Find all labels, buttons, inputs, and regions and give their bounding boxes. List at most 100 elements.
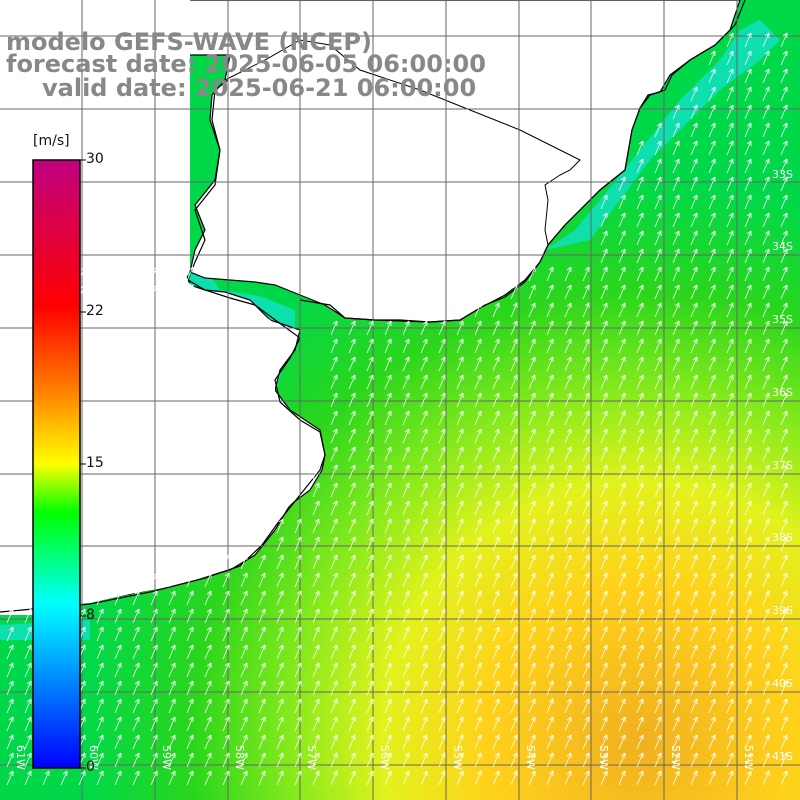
wind-arrow [726, 464, 734, 480]
wind-arrow [132, 734, 140, 750]
wind-arrow-head [620, 770, 626, 776]
wind-arrow [618, 500, 626, 516]
wind-arrow [150, 698, 158, 714]
wind-arrow-head [620, 734, 626, 740]
wind-arrow-head [26, 662, 32, 668]
wind-arrow [600, 752, 608, 768]
wind-arrow-head [332, 446, 338, 452]
wind-arrow-head [458, 554, 464, 560]
wind-arrow-head [782, 320, 788, 326]
wind-arrow [294, 644, 302, 660]
wind-arrow [744, 644, 752, 660]
wind-arrow-head [746, 410, 752, 416]
wind-arrow-head [386, 608, 392, 614]
wind-arrow-head [602, 266, 608, 272]
wind-arrow-head [116, 572, 122, 578]
wind-arrow-head [80, 608, 86, 614]
wind-arrow-head [746, 68, 752, 74]
wind-arrow [780, 500, 788, 516]
wind-arrow-head [674, 230, 680, 236]
wind-arrow-head [368, 500, 374, 506]
wind-arrow [330, 482, 338, 498]
wind-arrow [726, 662, 734, 678]
wind-arrow [492, 266, 500, 282]
wind-arrow [780, 158, 788, 174]
wind-arrow-head [584, 518, 590, 524]
wind-arrow-head [566, 428, 572, 434]
wind-arrow [312, 716, 320, 732]
wind-arrow-head [638, 716, 644, 722]
wind-arrow-head [458, 752, 464, 758]
wind-arrow-head [710, 446, 716, 452]
wind-arrow-head [584, 536, 590, 542]
wind-arrow [420, 338, 428, 354]
wind-arrow [6, 734, 14, 750]
wind-arrow [474, 680, 482, 696]
wind-arrow [762, 122, 770, 138]
wind-arrow [456, 392, 464, 408]
wind-arrow-head [494, 680, 500, 686]
wind-arrow [708, 50, 716, 66]
wind-arrow-head [728, 248, 734, 254]
wind-arrow [96, 662, 104, 678]
wind-arrow-head [278, 626, 284, 632]
wind-arrow [456, 374, 464, 390]
wind-arrow [618, 536, 626, 552]
wind-arrow [780, 284, 788, 300]
wind-arrow-head [584, 590, 590, 596]
wind-arrow [762, 608, 770, 624]
wind-arrow-head [710, 356, 716, 362]
wind-arrow-head [206, 752, 212, 758]
wind-arrow-head [422, 680, 428, 686]
wind-arrow-head [134, 608, 140, 614]
wind-arrow [24, 698, 32, 714]
wind-arrow-head [404, 356, 410, 362]
wind-arrow [726, 590, 734, 606]
wind-arrow-head [512, 518, 518, 524]
wind-arrow [186, 572, 194, 588]
wind-arrow [492, 734, 500, 750]
wind-arrow-head [764, 50, 770, 56]
wind-arrow [474, 428, 482, 444]
wind-arrow-head [8, 680, 14, 686]
wind-arrow [474, 500, 482, 516]
wind-arrow-head [674, 536, 680, 542]
wind-arrow [690, 338, 698, 354]
wind-arrow [510, 356, 518, 372]
wind-arrow-head [386, 518, 392, 524]
wind-arrow-head [98, 626, 104, 632]
wind-arrow-head [134, 662, 140, 668]
wind-arrow [762, 680, 770, 696]
wind-arrow [438, 428, 446, 444]
wind-arrow-head [530, 284, 536, 290]
wind-arrow-head [476, 770, 482, 776]
wind-arrow [690, 644, 698, 660]
wind-arrow [402, 482, 410, 498]
wind-arrow-head [368, 536, 374, 542]
wind-arrow [564, 320, 572, 336]
wind-arrow [744, 482, 752, 498]
wind-arrow [510, 374, 518, 390]
wind-arrow-head [602, 212, 608, 218]
wind-arrow [438, 590, 446, 606]
wind-arrow [690, 698, 698, 714]
wind-arrow [96, 608, 104, 624]
wind-arrow [654, 518, 662, 534]
wind-arrow-head [674, 734, 680, 740]
wind-arrow [348, 554, 356, 570]
wind-arrow-head [764, 194, 770, 200]
wind-arrow-head [638, 302, 644, 308]
wind-arrow-head [602, 680, 608, 686]
wind-arrow [672, 572, 680, 588]
wind-arrow [744, 626, 752, 642]
wind-arrow [24, 680, 32, 696]
wind-arrow-head [656, 446, 662, 452]
colorbar-tick: 8 [86, 607, 95, 623]
wind-arrow-head [710, 464, 716, 470]
wind-arrow [384, 698, 392, 714]
wind-arrow [762, 338, 770, 354]
wind-arrow-head [692, 518, 698, 524]
wind-arrow [402, 338, 410, 354]
wind-arrow-head [332, 554, 338, 560]
